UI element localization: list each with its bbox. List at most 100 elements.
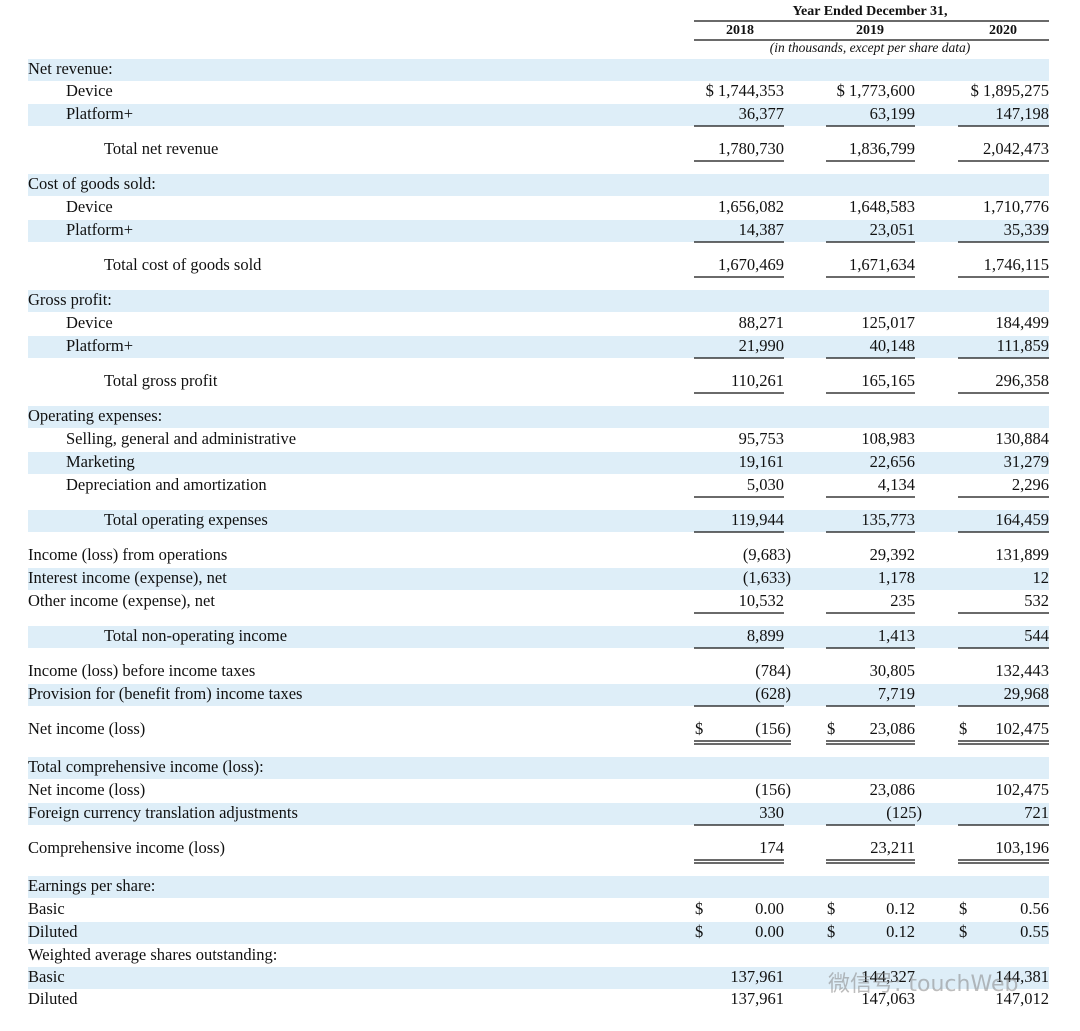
cell-value: $ 1,773,600 xyxy=(837,81,915,100)
row-label: Selling, general and administrative xyxy=(66,429,296,448)
cell-value: 135,773 xyxy=(861,510,915,529)
currency-sign: $ xyxy=(959,899,967,918)
cell-value: 29,392 xyxy=(870,545,915,564)
row-label: Income (loss) from operations xyxy=(28,545,227,564)
cell-value: $ 1,895,275 xyxy=(971,81,1049,100)
currency-sign: $ xyxy=(695,899,703,918)
row-label: Net revenue: xyxy=(28,59,113,78)
cell-value: 137,961 xyxy=(730,989,784,1008)
cell-value: 184,499 xyxy=(995,313,1049,332)
cell-value: $ 1,744,353 xyxy=(706,81,784,100)
units-note: (in thousands, except per share data) xyxy=(770,40,971,55)
cell-value: 132,443 xyxy=(995,661,1049,680)
cell-value: (125) xyxy=(886,803,922,822)
cell-value: 1,670,469 xyxy=(718,255,784,274)
cell-value: 108,983 xyxy=(861,429,915,448)
cell-value: 1,746,115 xyxy=(984,255,1049,274)
row-shade xyxy=(28,803,1049,825)
cell-value: 23,086 xyxy=(870,780,915,799)
cell-value: 532 xyxy=(1024,591,1049,610)
cell-value: 111,859 xyxy=(997,336,1049,355)
cell-value: 235 xyxy=(890,591,915,610)
cell-value: 31,279 xyxy=(1004,452,1049,471)
row-label: Total comprehensive income (loss): xyxy=(28,757,264,776)
cell-value: (9,683) xyxy=(743,545,791,564)
cell-value: 110,261 xyxy=(731,371,784,390)
cell-value: 0.56 xyxy=(1020,899,1049,918)
row-label: Platform+ xyxy=(66,336,133,355)
cell-value: 1,656,082 xyxy=(718,197,784,216)
cell-value: 330 xyxy=(759,803,784,822)
row-shade xyxy=(28,104,1049,126)
cell-value: 1,710,776 xyxy=(983,197,1049,216)
row-label: Device xyxy=(66,197,113,216)
currency-sign: $ xyxy=(695,719,703,738)
year: 2020 xyxy=(989,23,1017,38)
cell-value: 0.55 xyxy=(1020,922,1049,941)
row-label: Depreciation and amortization xyxy=(66,475,267,494)
row-label: Other income (expense), net xyxy=(28,591,215,610)
row-label: Income (loss) before income taxes xyxy=(28,661,255,680)
row-label: Device xyxy=(66,81,113,100)
row-label: Earnings per share: xyxy=(28,876,155,895)
cell-value: 95,753 xyxy=(739,429,784,448)
year: 2018 xyxy=(726,23,754,38)
row-shade xyxy=(28,967,1049,989)
row-label: Platform+ xyxy=(66,220,133,239)
cell-value: 1,671,634 xyxy=(849,255,915,274)
watermark: 微信号: touchWeb xyxy=(828,972,1018,997)
row-shade xyxy=(28,59,1049,81)
currency-sign: $ xyxy=(959,922,967,941)
row-shade xyxy=(28,336,1049,358)
cell-value: 30,805 xyxy=(870,661,915,680)
row-label: Diluted xyxy=(28,922,78,941)
cell-value: 35,339 xyxy=(1004,220,1049,239)
row-bands xyxy=(28,59,1049,989)
currency-sign: $ xyxy=(695,922,703,941)
row-shade xyxy=(28,922,1049,944)
row-shade xyxy=(28,626,1049,648)
row-shade xyxy=(28,220,1049,242)
cell-value: 23,086 xyxy=(870,719,915,738)
cell-value: 1,413 xyxy=(878,626,915,645)
cell-value: 144,327 xyxy=(861,967,915,986)
cell-value: 165,165 xyxy=(861,371,915,390)
cell-value: 721 xyxy=(1024,803,1049,822)
cell-value: 21,990 xyxy=(739,336,784,355)
cell-value: 147,198 xyxy=(995,104,1049,123)
row-shade xyxy=(28,757,1049,779)
cell-value: 137,961 xyxy=(730,967,784,986)
row-label: Total gross profit xyxy=(104,371,218,390)
cell-value: 1,780,730 xyxy=(718,139,784,158)
cell-value: 1,648,583 xyxy=(849,197,915,216)
rows: Net revenue: Device $ 1,744,353 $ 1,773,600… xyxy=(28,59,1049,1008)
cell-value: 8,899 xyxy=(747,626,784,645)
row-shade xyxy=(28,290,1049,312)
cell-value: 88,271 xyxy=(739,313,784,332)
row-label: Weighted average shares outstanding: xyxy=(28,945,277,964)
row-label: Total cost of goods sold xyxy=(104,255,262,274)
year: 2019 xyxy=(856,23,884,38)
row-label: Net income (loss) xyxy=(28,719,145,738)
row-label: Basic xyxy=(28,967,65,986)
cell-value: 544 xyxy=(1024,626,1049,645)
cell-value: 36,377 xyxy=(739,104,784,123)
cell-value: 7,719 xyxy=(878,684,915,703)
cell-value: (1,633) xyxy=(743,568,791,587)
row-shade xyxy=(28,510,1049,532)
cell-value: 103,196 xyxy=(995,838,1049,857)
cell-value: 102,475 xyxy=(995,780,1049,799)
row-label: Net income (loss) xyxy=(28,780,145,799)
row-label: Basic xyxy=(28,899,65,918)
row-shade xyxy=(28,452,1049,474)
cell-value: 40,148 xyxy=(870,336,915,355)
row-label: Platform+ xyxy=(66,104,133,123)
cell-value: 4,134 xyxy=(878,475,915,494)
currency-sign: $ xyxy=(827,899,835,918)
row-shade xyxy=(28,684,1049,706)
cell-value: 29,968 xyxy=(1004,684,1049,703)
row-shade xyxy=(28,174,1049,196)
cell-value: 14,387 xyxy=(739,220,784,239)
row-label: Diluted xyxy=(28,989,78,1008)
